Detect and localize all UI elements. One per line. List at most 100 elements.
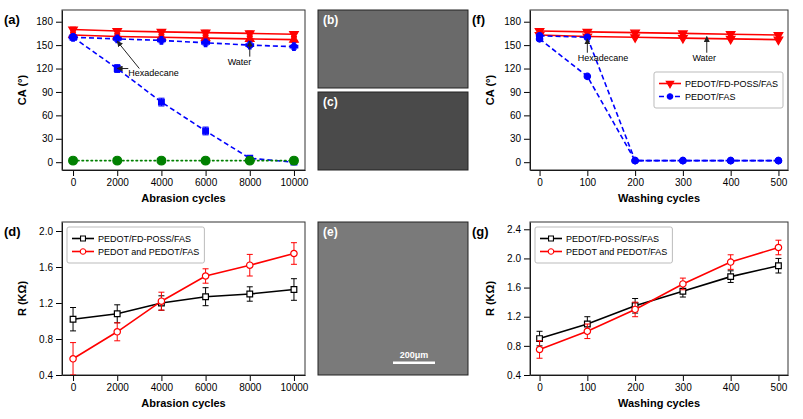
y-tick: 2.0	[39, 226, 62, 237]
x-tick: 10000	[281, 170, 309, 188]
plot-frame	[530, 10, 788, 170]
x-tick: 0	[537, 375, 543, 393]
error-bar-cap	[775, 254, 781, 255]
legend-label: PEDOT/FD-POSS/FAS	[98, 234, 191, 244]
x-tick-mark	[635, 375, 636, 381]
marker	[632, 306, 638, 312]
x-tick-mark	[161, 170, 162, 176]
legend-entry: PEDOT and PEDOT/FAS	[72, 247, 199, 257]
y-tick-label: 2.4	[507, 224, 521, 235]
annotation-arrow	[117, 68, 128, 69]
error-bar	[632, 302, 638, 317]
error-bar	[70, 343, 76, 375]
x-tick-label: 0	[71, 177, 77, 188]
error-bar	[203, 269, 209, 283]
y-tick-mark	[524, 229, 530, 230]
y-tick-label: 150	[504, 40, 521, 51]
error-bar-cap	[203, 287, 209, 288]
marker	[680, 157, 686, 163]
y-tick-label: 0	[47, 157, 53, 168]
error-bar-cap	[158, 292, 164, 293]
error-bar	[680, 278, 686, 290]
x-tick-label: 4000	[151, 382, 174, 393]
error-bar-cap	[584, 324, 590, 325]
series-line	[73, 37, 294, 46]
error-bar-cap	[114, 304, 120, 305]
x-tick-label: 6000	[195, 177, 218, 188]
x-tick: 100	[579, 375, 596, 393]
y-tick-mark	[524, 258, 530, 259]
x-tick: 200	[627, 170, 644, 188]
y-tick: 2.4	[507, 224, 530, 235]
x-tick: 0	[71, 170, 77, 188]
error-bar-cap	[291, 242, 297, 243]
y-tick-mark	[56, 303, 62, 304]
x-tick-mark	[206, 170, 207, 176]
x-tick: 300	[675, 375, 692, 393]
x-tick: 0	[537, 170, 543, 188]
error-bar-cap	[114, 64, 120, 65]
x-tick-label: 400	[723, 382, 740, 393]
marker	[70, 356, 76, 362]
error-bar-cap	[247, 276, 253, 277]
y-tick-mark	[524, 288, 530, 289]
error-bar-cap	[680, 297, 686, 298]
marker	[245, 156, 254, 165]
marker	[631, 35, 640, 42]
error-bar	[158, 98, 164, 106]
error-bar-cap	[728, 270, 734, 271]
x-tick: 2000	[107, 170, 130, 188]
x-tick-mark	[250, 375, 251, 381]
x-tick-mark	[778, 170, 779, 176]
y-tick-label: 60	[510, 110, 522, 121]
x-axis-title: Washing cycles	[618, 192, 700, 204]
marker	[69, 34, 77, 42]
x-tick-mark	[587, 375, 588, 381]
y-tick-label: 1.2	[507, 311, 521, 322]
x-tick: 500	[771, 375, 788, 393]
panel-label: (a)	[4, 12, 20, 27]
x-tick: 6000	[195, 375, 218, 393]
marker	[632, 157, 638, 163]
x-tick: 300	[675, 170, 692, 188]
marker	[776, 263, 782, 269]
x-tick-label: 0	[71, 382, 77, 393]
y-tick-label: 30	[510, 133, 522, 144]
y-tick-mark	[56, 115, 62, 116]
plot-frame	[62, 10, 305, 170]
error-bar-cap	[291, 300, 297, 301]
marker	[728, 274, 734, 280]
x-tick-mark	[161, 375, 162, 381]
x-tick-mark	[206, 375, 207, 381]
x-tick-mark	[683, 375, 684, 381]
error-bar	[728, 271, 734, 283]
error-bar	[291, 243, 297, 265]
y-tick-label: 30	[42, 133, 54, 144]
marker	[775, 157, 781, 163]
marker	[775, 244, 781, 250]
x-tick-mark	[587, 170, 588, 176]
x-axis: 0200040006000800010000	[63, 375, 309, 393]
x-tick: 4000	[151, 170, 174, 188]
panel: 02000400060008000100000.40.81.21.62.0Abr…	[4, 222, 309, 409]
error-bar-cap	[70, 342, 76, 343]
y-tick: 0.4	[507, 370, 530, 381]
y-tick: 1.2	[507, 311, 530, 322]
y-tick-label: 1.2	[39, 298, 53, 309]
x-tick: 500	[771, 170, 788, 188]
error-bar	[775, 240, 781, 255]
x-tick-mark	[731, 170, 732, 176]
marker	[202, 273, 208, 279]
error-bar-cap	[114, 72, 120, 73]
marker	[203, 128, 209, 134]
error-bar	[291, 279, 297, 301]
image-placeholder	[318, 222, 468, 375]
panel-label: (g)	[472, 224, 489, 239]
scale-bar-label: 200μm	[400, 350, 429, 360]
error-bar	[114, 305, 120, 323]
legend-box	[654, 72, 783, 108]
x-tick: 10000	[281, 375, 309, 393]
series	[69, 156, 299, 165]
marker	[727, 157, 733, 163]
series-line	[73, 30, 294, 35]
